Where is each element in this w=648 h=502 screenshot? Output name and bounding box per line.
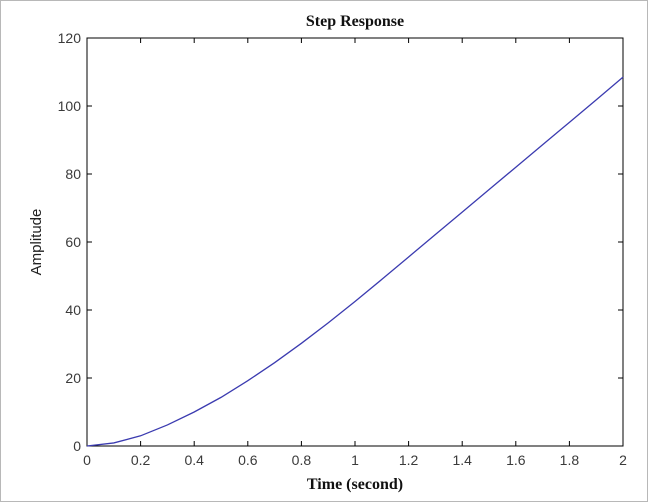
x-tick-label: 1.4 xyxy=(452,452,472,468)
x-tick-label: 1.6 xyxy=(506,452,526,468)
y-tick-label: 100 xyxy=(58,98,82,114)
y-tick-label: 120 xyxy=(58,30,82,46)
x-tick-label: 0.2 xyxy=(131,452,151,468)
x-tick-label: 1.2 xyxy=(399,452,419,468)
step-response-line xyxy=(86,76,624,447)
x-tick-label: 2 xyxy=(619,452,627,468)
x-tick-label: 0.6 xyxy=(238,452,258,468)
x-axis-label: Time (second) xyxy=(307,476,403,493)
x-tick-label: 0.4 xyxy=(184,452,204,468)
chart-title: Step Response xyxy=(306,13,404,30)
y-tick-label: 0 xyxy=(73,438,81,454)
x-tick-label: 1.8 xyxy=(560,452,580,468)
y-tick-label: 60 xyxy=(65,234,81,250)
y-tick-label: 20 xyxy=(65,370,81,386)
y-tick-label: 80 xyxy=(65,166,81,182)
x-tick-label: 0.8 xyxy=(292,452,312,468)
plot-area-frame xyxy=(86,37,624,447)
y-tick-label: 40 xyxy=(65,302,81,318)
y-axis-label: Amplitude xyxy=(28,209,45,276)
x-tick-label: 1 xyxy=(351,452,359,468)
x-tick-label: 0 xyxy=(83,452,91,468)
